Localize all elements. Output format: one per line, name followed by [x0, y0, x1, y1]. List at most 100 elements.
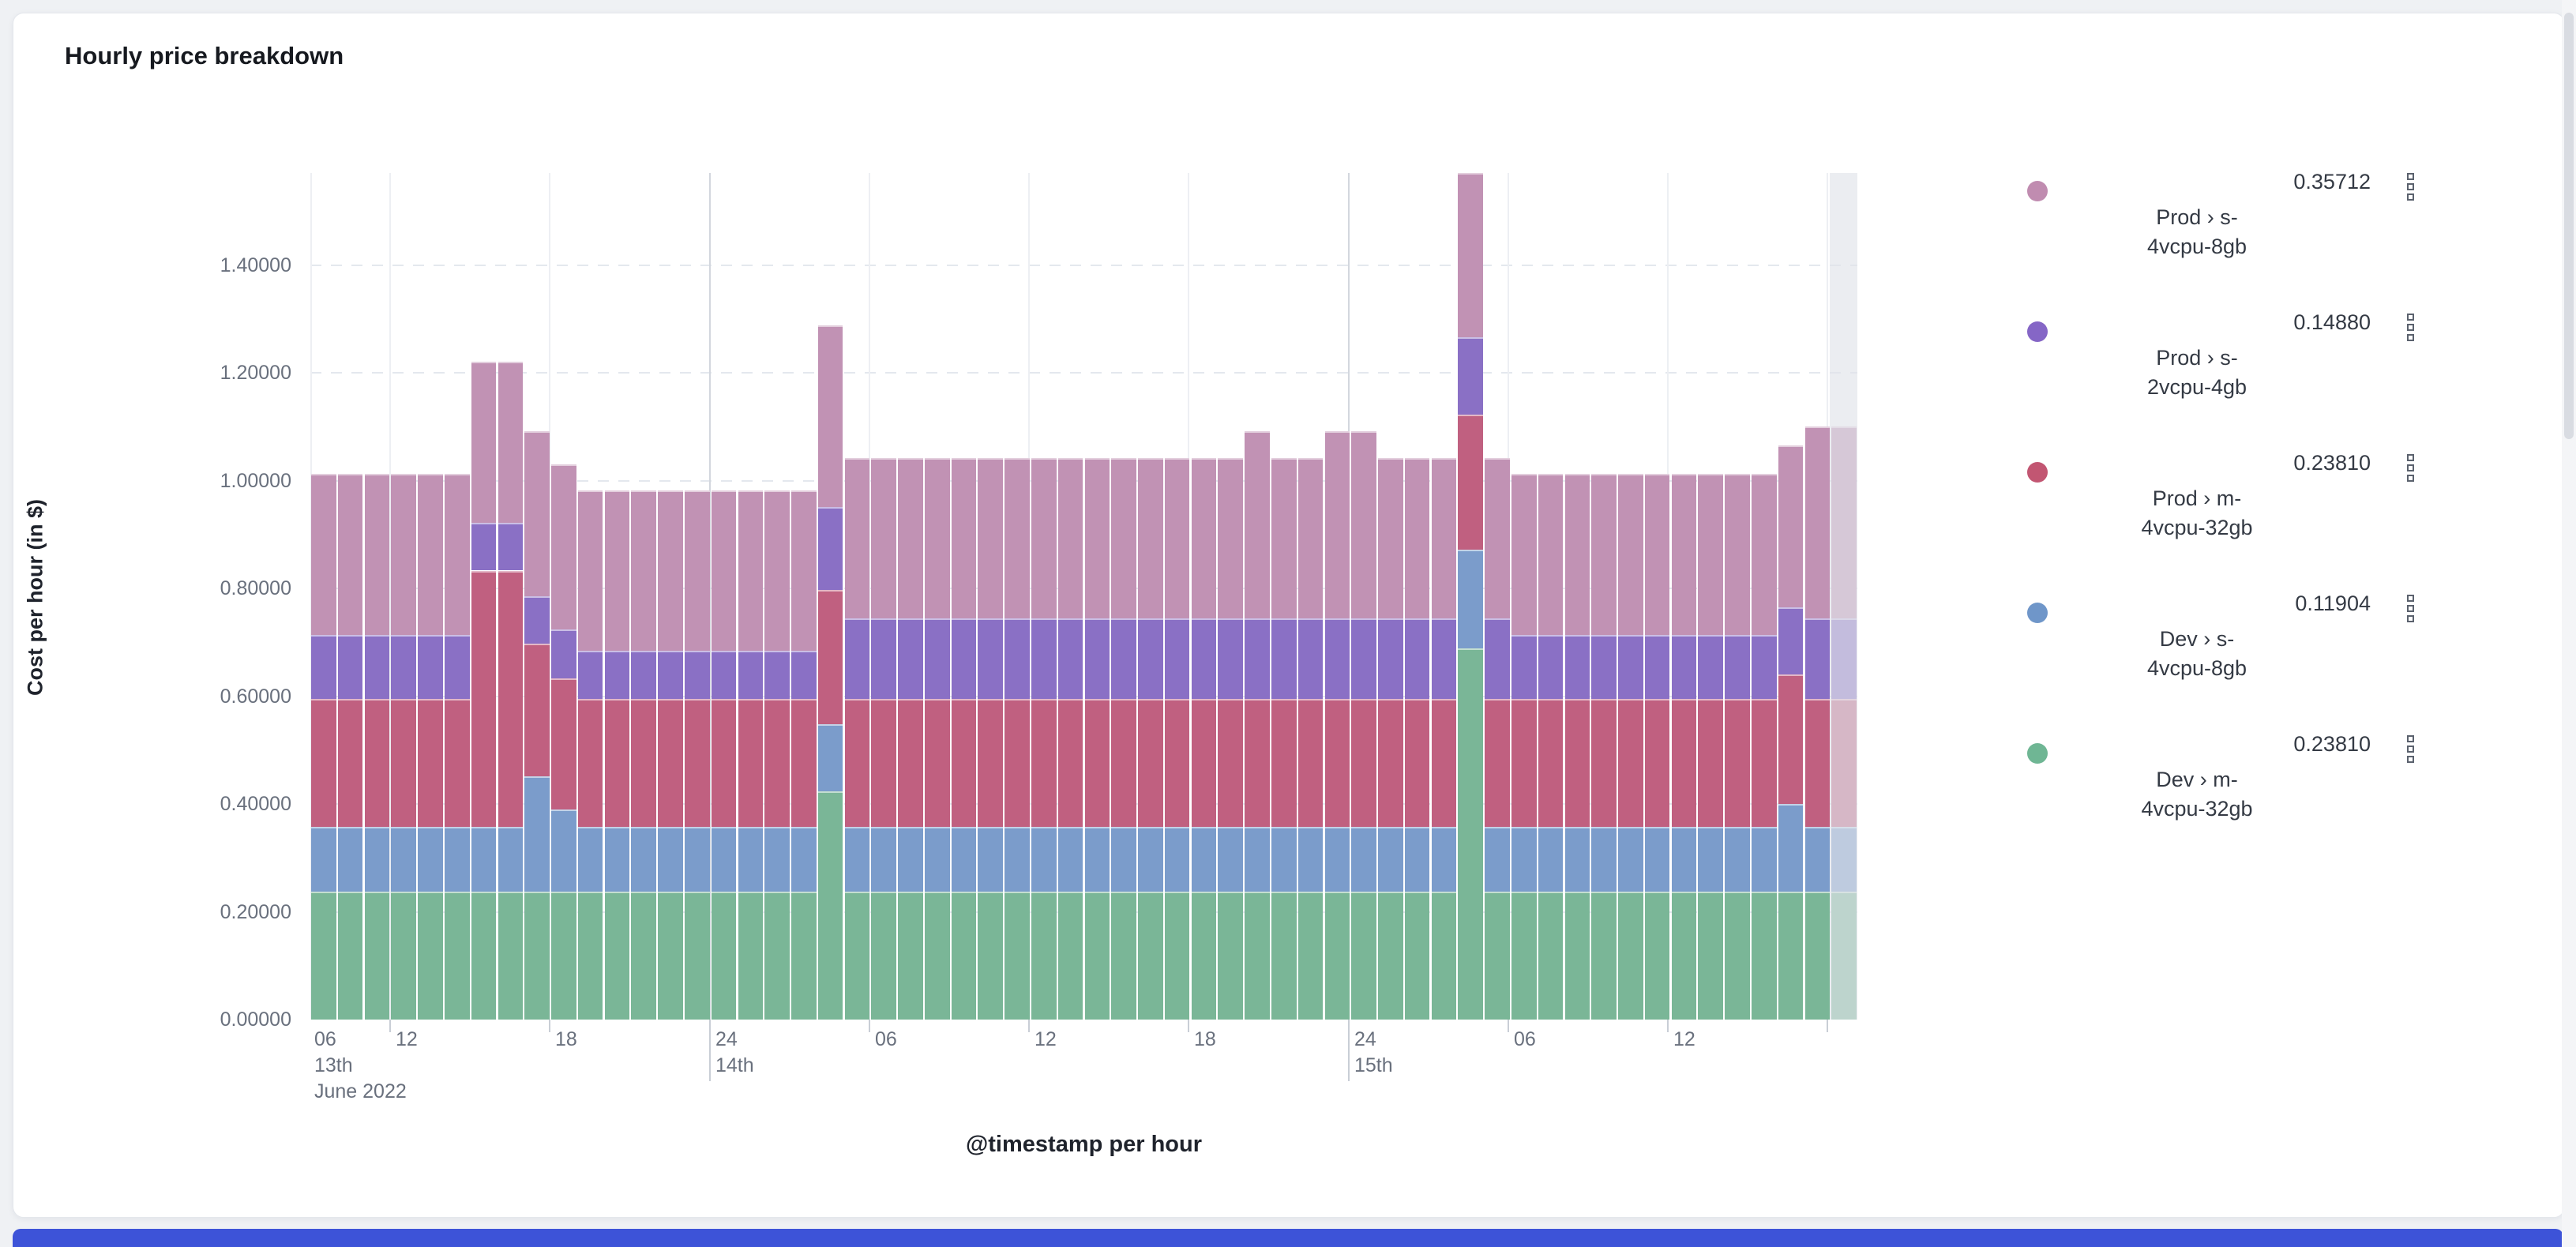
stacked-bar[interactable] — [444, 474, 470, 1020]
bar-segment-4 — [364, 634, 390, 699]
bar-segment-2 — [738, 827, 764, 892]
bar-segment-5 — [604, 490, 630, 652]
legend-item[interactable]: 0.35712 Prod › s- 4vcpu-8gb — [2011, 168, 2426, 302]
stacked-bar[interactable] — [871, 457, 896, 1020]
stacked-bar[interactable] — [764, 490, 790, 1020]
bar-segment-3 — [1804, 698, 1831, 828]
stacked-bar[interactable] — [738, 490, 764, 1020]
bar-segment-5 — [1778, 445, 1804, 607]
legend-actions-icon[interactable] — [2407, 454, 2418, 486]
stacked-bar[interactable] — [1591, 474, 1617, 1020]
stacked-bar[interactable] — [1538, 474, 1564, 1020]
legend-item[interactable]: 0.14880 Prod › s- 2vcpu-4gb — [2011, 309, 2426, 443]
bar-segment-5 — [1751, 474, 1777, 635]
bar-segment-5 — [631, 490, 656, 652]
v-gridline — [389, 173, 391, 1020]
stacked-bar[interactable] — [1351, 431, 1376, 1020]
stacked-bar[interactable] — [1031, 457, 1057, 1020]
stacked-bar[interactable] — [577, 490, 603, 1020]
stacked-bar[interactable] — [418, 474, 443, 1020]
stacked-bar[interactable] — [524, 430, 550, 1020]
chart-plot-area[interactable] — [310, 173, 1857, 1020]
stacked-bar[interactable] — [471, 362, 497, 1020]
stacked-bar[interactable] — [898, 457, 923, 1020]
legend-label-line: Prod › s- — [2156, 205, 2238, 229]
stacked-bar[interactable] — [1057, 457, 1083, 1020]
bar-segment-2 — [337, 827, 363, 892]
stacked-bar[interactable] — [1804, 426, 1831, 1020]
stacked-bar[interactable] — [1644, 474, 1670, 1020]
stacked-bar[interactable] — [658, 490, 683, 1020]
bar-segment-4 — [1164, 618, 1190, 699]
stacked-bar[interactable] — [1404, 457, 1430, 1020]
stacked-bar[interactable] — [1324, 431, 1350, 1020]
bar-segment-1 — [1191, 891, 1217, 1020]
stacked-bar[interactable] — [791, 490, 817, 1020]
bar-segment-3 — [1004, 698, 1030, 828]
legend-color-dot — [2027, 603, 2048, 623]
stacked-bar[interactable] — [1511, 474, 1537, 1020]
stacked-bar[interactable] — [1111, 457, 1136, 1020]
stacked-bar[interactable] — [1245, 431, 1270, 1020]
bar-segment-5 — [391, 474, 416, 635]
stacked-bar[interactable] — [1218, 457, 1244, 1020]
stacked-bar[interactable] — [391, 474, 416, 1020]
stacked-bar[interactable] — [551, 464, 576, 1020]
x-tick-label: 12 — [1673, 1028, 1695, 1050]
bar-segment-5 — [791, 490, 817, 652]
bar-segment-4 — [1591, 634, 1617, 699]
y-gridline — [310, 803, 1857, 805]
stacked-bar[interactable] — [364, 474, 390, 1020]
stacked-bar[interactable] — [337, 474, 363, 1020]
stacked-bar[interactable] — [1778, 445, 1804, 1020]
stacked-bar[interactable] — [1564, 474, 1590, 1020]
stacked-bar[interactable] — [1431, 457, 1457, 1020]
stacked-bar[interactable] — [1458, 173, 1484, 1020]
stacked-bar[interactable] — [1297, 457, 1324, 1020]
legend-item[interactable]: 0.23810 Dev › m- 4vcpu-32gb — [2011, 731, 2426, 865]
stacked-bar[interactable] — [711, 490, 737, 1020]
bar-segment-3 — [1031, 698, 1057, 828]
scrollbar-thumb[interactable] — [2564, 13, 2574, 439]
page-scrollbar[interactable] — [2562, 0, 2576, 1247]
stacked-bar[interactable] — [684, 490, 710, 1020]
legend-item[interactable]: 0.23810 Prod › m- 4vcpu-32gb — [2011, 449, 2426, 584]
bar-segment-3 — [1324, 698, 1350, 828]
stacked-bar[interactable] — [1725, 474, 1750, 1020]
stacked-bar[interactable] — [631, 490, 656, 1020]
bar-segment-4 — [711, 651, 737, 699]
stacked-bar[interactable] — [1191, 457, 1217, 1020]
legend-item[interactable]: 0.11904 Dev › s- 4vcpu-8gb — [2011, 590, 2426, 724]
bar-segment-4 — [951, 618, 977, 699]
stacked-bar[interactable] — [978, 457, 1004, 1020]
stacked-bar[interactable] — [844, 457, 870, 1020]
bar-segment-5 — [844, 457, 870, 619]
stacked-bar[interactable] — [1618, 474, 1643, 1020]
bar-segment-3 — [1297, 698, 1324, 828]
stacked-bar[interactable] — [924, 457, 950, 1020]
bar-segment-2 — [1698, 827, 1723, 892]
stacked-bar[interactable] — [498, 362, 524, 1020]
legend-actions-icon[interactable] — [2407, 595, 2418, 626]
stacked-bar[interactable] — [817, 325, 843, 1020]
stacked-bar[interactable] — [1751, 474, 1777, 1020]
legend-actions-icon[interactable] — [2407, 735, 2418, 767]
stacked-bar[interactable] — [1138, 457, 1163, 1020]
stacked-bar[interactable] — [1698, 474, 1723, 1020]
bar-segment-4 — [418, 634, 443, 699]
legend-actions-icon[interactable] — [2407, 173, 2418, 205]
bar-segment-1 — [1618, 891, 1643, 1020]
stacked-bar[interactable] — [311, 474, 336, 1020]
stacked-bar[interactable] — [1378, 457, 1403, 1020]
stacked-bar[interactable] — [604, 490, 630, 1020]
stacked-bar[interactable] — [1485, 457, 1510, 1020]
bar-segment-2 — [1671, 827, 1697, 892]
legend-color-dot — [2027, 743, 2048, 764]
stacked-bar[interactable] — [1164, 457, 1190, 1020]
stacked-bar[interactable] — [1004, 457, 1030, 1020]
stacked-bar[interactable] — [1271, 457, 1297, 1020]
stacked-bar[interactable] — [1084, 457, 1110, 1020]
stacked-bar[interactable] — [951, 457, 977, 1020]
legend-actions-icon[interactable] — [2407, 314, 2418, 345]
stacked-bar[interactable] — [1671, 474, 1697, 1020]
